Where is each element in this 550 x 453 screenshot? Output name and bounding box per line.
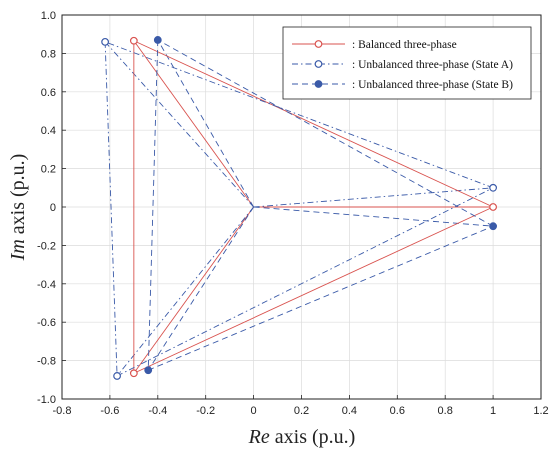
legend-marker-0: [314, 40, 323, 48]
y-tick-label: -0.4: [37, 279, 56, 291]
triangle-edge-series-1: [116, 187, 494, 377]
y-tick-label: 1.0: [41, 10, 56, 22]
phasor-lines: [104, 39, 494, 377]
triangle-lines: [104, 39, 494, 377]
x-tick-label: 0: [251, 405, 257, 417]
x-tick-label: -0.8: [53, 405, 72, 417]
y-tick-labels: -1.0 -0.8 -0.6 -0.4 -0.2 0 0.2 0.4 0.6 0.8 1.0: [37, 10, 56, 406]
x-tick-label: 0.4: [342, 405, 357, 417]
y-tick-label: -1.0: [37, 394, 56, 406]
triangle-edge-series-2: [148, 225, 494, 371]
y-axis-label-rest: axis (p.u.): [7, 154, 29, 240]
y-tick-label: 0.8: [41, 48, 56, 60]
triangle-edge-series-2: [147, 39, 159, 371]
x-tick-label: -0.2: [196, 405, 215, 417]
x-axis-label-rest: axis (p.u.): [270, 426, 356, 448]
y-axis-label-italic: Im: [7, 239, 29, 261]
x-tick-label: 0.2: [294, 405, 309, 417]
y-tick-label: 0.6: [41, 87, 56, 99]
point-marker-series-1: [101, 37, 110, 46]
x-tick-label: 1: [490, 405, 496, 417]
y-tick-label: -0.2: [37, 240, 56, 252]
phasor-line-series-1: [104, 41, 254, 208]
point-marker-series-1: [113, 372, 121, 380]
x-tick-labels: -0.8 -0.6 -0.4 -0.2 0 0.2 0.4 0.6 0.8 1 1.2: [53, 405, 549, 417]
phasor-line-series-2: [147, 206, 254, 371]
x-axis-label-italic: Re: [248, 426, 270, 448]
phasor-line-series-1: [116, 206, 254, 377]
y-tick-label: 0: [50, 202, 56, 214]
point-marker-series-1: [489, 183, 498, 192]
y-tick-label: -0.8: [37, 356, 56, 368]
triangle-edge-series-0: [133, 40, 494, 208]
x-tick-label: 1.2: [533, 405, 548, 417]
markers: [101, 36, 498, 380]
point-marker-series-2: [144, 366, 153, 375]
y-axis-label: Im axis (p.u.): [7, 154, 29, 262]
legend-label-1: : Unbalanced three-phase (State A): [352, 59, 513, 71]
x-tick-label: 0.6: [390, 405, 405, 417]
x-tick-label: -0.6: [100, 405, 119, 417]
x-tick-label: -0.4: [148, 405, 167, 417]
legend-box: [282, 26, 532, 100]
legend: : Balanced three-phase : Unbalanced three…: [282, 26, 532, 100]
triangle-edge-series-1: [104, 41, 494, 189]
triangle-edge-series-0: [133, 206, 494, 374]
y-tick-label: 0.2: [41, 164, 56, 176]
legend-marker-1: [314, 60, 323, 68]
y-tick-label: 0.4: [41, 125, 56, 137]
point-marker-series-0: [129, 369, 138, 378]
triangle-edge-series-2: [157, 39, 494, 227]
phasor-line-series-0: [133, 206, 254, 374]
x-axis-label: Re axis (p.u.): [248, 426, 356, 448]
plot-frame: [61, 14, 542, 400]
point-marker-series-2: [489, 222, 498, 231]
legend-marker-2: [314, 80, 323, 88]
y-tick-label: -0.6: [37, 317, 56, 329]
legend-label-2: : Unbalanced three-phase (State B): [352, 79, 513, 91]
phasor-line-series-2: [253, 206, 494, 227]
point-marker-series-0: [489, 203, 498, 211]
legend-items: : Balanced three-phase : Unbalanced three…: [292, 39, 513, 91]
phasor-line-series-0: [133, 40, 254, 208]
point-marker-series-2: [153, 36, 162, 44]
point-marker-series-0: [129, 36, 138, 45]
legend-label-0: : Balanced three-phase: [352, 39, 457, 51]
triangle-edge-series-1: [104, 41, 118, 376]
x-tick-label: 0.8: [438, 405, 453, 417]
